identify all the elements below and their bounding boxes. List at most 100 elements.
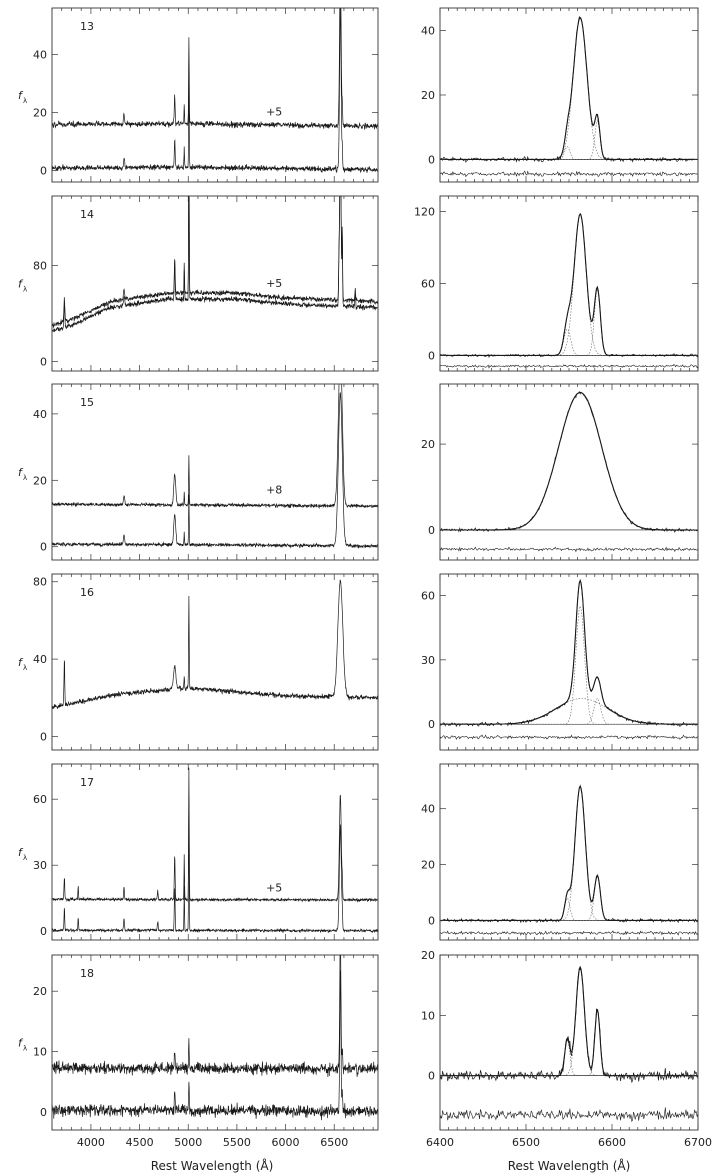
y-tick-label: 120 [414, 206, 435, 219]
spectrum-series [52, 579, 378, 710]
y-tick-label: 30 [33, 859, 47, 872]
x-tick-label: 6500 [320, 1136, 348, 1149]
fit-component-1 [440, 785, 698, 921]
y-axis-label-subscript: λ [23, 286, 27, 294]
y-tick-label: 0 [428, 914, 435, 927]
y-axis-label: f [18, 656, 24, 669]
panel-plot-area [52, 579, 378, 710]
offset-spectrum-series [52, 955, 378, 1078]
panel-left-16: 0 40 80 16 f λ [18, 573, 379, 751]
residual-series [440, 930, 698, 936]
panel-frame [439, 7, 699, 183]
panel-plot-area [440, 390, 698, 553]
offset-label: +5 [266, 882, 282, 895]
x-tick-label: 6000 [272, 1136, 300, 1149]
fit-component-1 [440, 17, 698, 160]
y-tick-label: 20 [421, 438, 435, 451]
y-axis-label-subscript: λ [23, 474, 27, 482]
y-tick-label: 60 [33, 793, 47, 806]
y-tick-label: 10 [33, 1046, 47, 1059]
panel-right-17: 0 20 40 [421, 763, 699, 941]
residual-series [440, 734, 698, 741]
observed-profile [440, 390, 698, 533]
panel-plot-area [52, 8, 378, 174]
offset-label: +8 [266, 484, 282, 497]
y-tick-label: 10 [421, 1009, 435, 1022]
model-fit [440, 784, 698, 921]
offset-label: +5 [266, 277, 282, 290]
panel-frame [51, 573, 379, 751]
panel-left-13: +5 0 20 40 13 f λ [18, 7, 379, 183]
model-fit [440, 965, 698, 1077]
fit-component-2 [440, 897, 698, 921]
y-axis-label-subscript: λ [23, 97, 27, 105]
y-tick-label: 60 [421, 589, 435, 602]
observed-profile [440, 213, 698, 359]
panel-plot-area [52, 955, 378, 1121]
panel-right-18: 0 10 20 6400 6500 6600 6700 [421, 949, 712, 1149]
model-fit [440, 578, 698, 725]
y-tick-label: 20 [33, 106, 47, 119]
panel-plot-area [440, 15, 698, 178]
fit-component-2 [440, 146, 698, 160]
model-fit [440, 392, 698, 531]
panel-right-13: 0 20 40 [421, 7, 699, 183]
residual-series [440, 546, 698, 553]
panel-left-18: 0 10 20 18 f λ 4000 4500 5000 5500 6000 6500 [18, 954, 379, 1149]
model-fit [440, 16, 698, 160]
y-tick-label: 40 [421, 803, 435, 816]
y-tick-label: 80 [33, 576, 47, 589]
x-tick-label: 4000 [77, 1136, 105, 1149]
offset-label: +5 [266, 105, 282, 118]
y-tick-label: 20 [421, 949, 435, 962]
y-tick-label: 40 [33, 653, 47, 666]
panel-left-15: +8 0 20 40 15 f λ [18, 383, 379, 561]
panel-plot-area [52, 196, 378, 333]
residual-series [440, 170, 698, 178]
panel-left-14: +5 0 80 14 f λ [18, 195, 379, 372]
residual-series [440, 363, 698, 369]
panel-right-15: 0 20 [421, 383, 699, 561]
y-tick-label: 0 [428, 1070, 435, 1083]
y-axis-label-subscript: λ [23, 664, 27, 672]
x-tick-label: 6700 [684, 1136, 712, 1149]
object-id-label: 17 [80, 776, 94, 789]
y-tick-label: 0 [40, 355, 47, 368]
panel-plot-area [440, 578, 698, 741]
x-tick-label: 6500 [512, 1136, 540, 1149]
spectrum-series [52, 8, 378, 174]
y-tick-label: 0 [428, 718, 435, 731]
x-tick-label: 5500 [223, 1136, 251, 1149]
fit-component-3 [440, 874, 698, 921]
spectrum-series [52, 970, 378, 1121]
y-axis-label: f [18, 846, 24, 859]
residual-series [440, 1107, 698, 1123]
panel-plot-area [440, 212, 698, 369]
panel-frame [51, 954, 379, 1131]
panel-frame [51, 195, 379, 372]
y-tick-label: 0 [40, 925, 47, 938]
fit-component-1 [440, 966, 698, 1076]
y-tick-label: 0 [428, 153, 435, 166]
fit-component-3 [440, 120, 698, 160]
y-tick-label: 0 [428, 524, 435, 537]
model-fit [440, 212, 698, 356]
object-id-label: 15 [80, 396, 94, 409]
y-tick-label: 0 [428, 349, 435, 362]
y-tick-label: 40 [33, 408, 47, 421]
fit-component-1 [440, 392, 698, 531]
panel-plot-area [52, 767, 378, 934]
y-tick-label: 0 [40, 1106, 47, 1119]
y-tick-label: 40 [33, 48, 47, 61]
panel-frame [51, 763, 379, 941]
panel-right-14: 0 60 120 [414, 195, 699, 372]
right-x-axis-label: Rest Wavelength (Å) [508, 1158, 631, 1173]
y-tick-label: 60 [421, 278, 435, 291]
fit-component-1 [440, 213, 698, 356]
fit-component-1 [440, 605, 698, 725]
panel-left-17: +5 0 30 60 17 f λ [18, 763, 379, 941]
fit-component-3 [440, 698, 698, 725]
y-tick-label: 0 [40, 541, 47, 554]
